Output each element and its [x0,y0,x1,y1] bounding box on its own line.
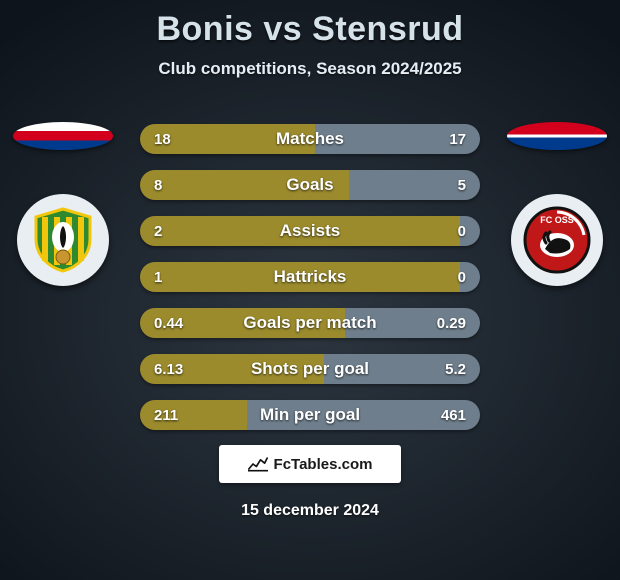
brand-text: FcTables.com [274,456,373,473]
stat-fill-left [140,262,460,292]
stat-fill-left [140,124,315,154]
stat-row: 10Hattricks [140,262,480,292]
flag-right-icon [507,122,607,150]
player-right: FC OSS [502,122,612,286]
club-badge-left [17,194,109,286]
stat-fill-left [140,216,460,246]
stat-fill-left [140,354,324,384]
club-crest-right-icon: FC OSS [522,205,592,275]
stat-fill-right [324,354,480,384]
flag-left-icon [13,122,113,150]
stat-fill-right [345,308,480,338]
stat-fill-right [315,124,480,154]
stat-row: 6.135.2Shots per goal [140,354,480,384]
club-crest-left-icon [28,205,98,275]
svg-text:FC OSS: FC OSS [540,215,574,225]
stat-row: 211461Min per goal [140,400,480,430]
stat-fill-right [460,216,480,246]
stat-fill-left [140,400,247,430]
page-subtitle: Club competitions, Season 2024/2025 [0,59,620,79]
stat-fill-right [247,400,480,430]
stat-fill-left [140,308,345,338]
stat-row: 85Goals [140,170,480,200]
stat-row: 20Assists [140,216,480,246]
page-title: Bonis vs Stensrud [0,0,620,49]
date-text: 15 december 2024 [0,502,620,520]
stat-row: 0.440.29Goals per match [140,308,480,338]
stat-row: 1817Matches [140,124,480,154]
stats-container: 1817Matches 85Goals 20Assists 10Hattricks 0.… [140,124,480,446]
stat-fill-left [140,170,349,200]
brand-logo-icon [248,456,268,472]
stat-fill-right [349,170,480,200]
brand-badge[interactable]: FcTables.com [219,445,401,483]
stat-fill-right [460,262,480,292]
club-badge-right: FC OSS [511,194,603,286]
player-left [8,122,118,286]
